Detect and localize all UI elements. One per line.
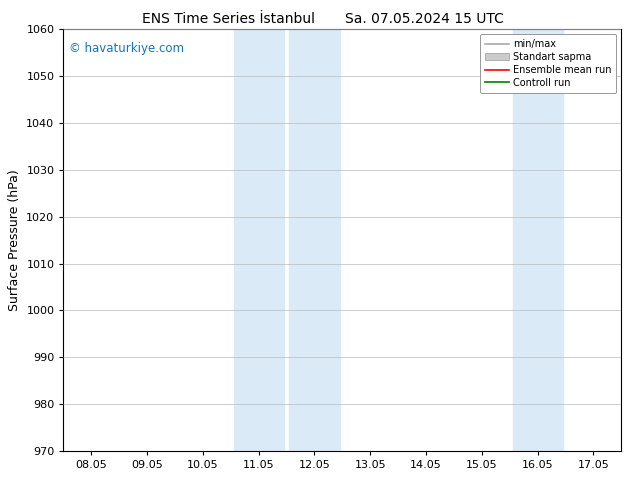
Y-axis label: Surface Pressure (hPa): Surface Pressure (hPa): [8, 169, 21, 311]
Bar: [233, 29, 284, 451]
Bar: [512, 29, 563, 451]
Bar: [289, 29, 340, 451]
Text: Sa. 07.05.2024 15 UTC: Sa. 07.05.2024 15 UTC: [346, 12, 504, 26]
Text: ENS Time Series İstanbul: ENS Time Series İstanbul: [142, 12, 314, 26]
Legend: min/max, Standart sapma, Ensemble mean run, Controll run: min/max, Standart sapma, Ensemble mean r…: [480, 34, 616, 93]
Text: © havaturkiye.com: © havaturkiye.com: [69, 42, 184, 55]
